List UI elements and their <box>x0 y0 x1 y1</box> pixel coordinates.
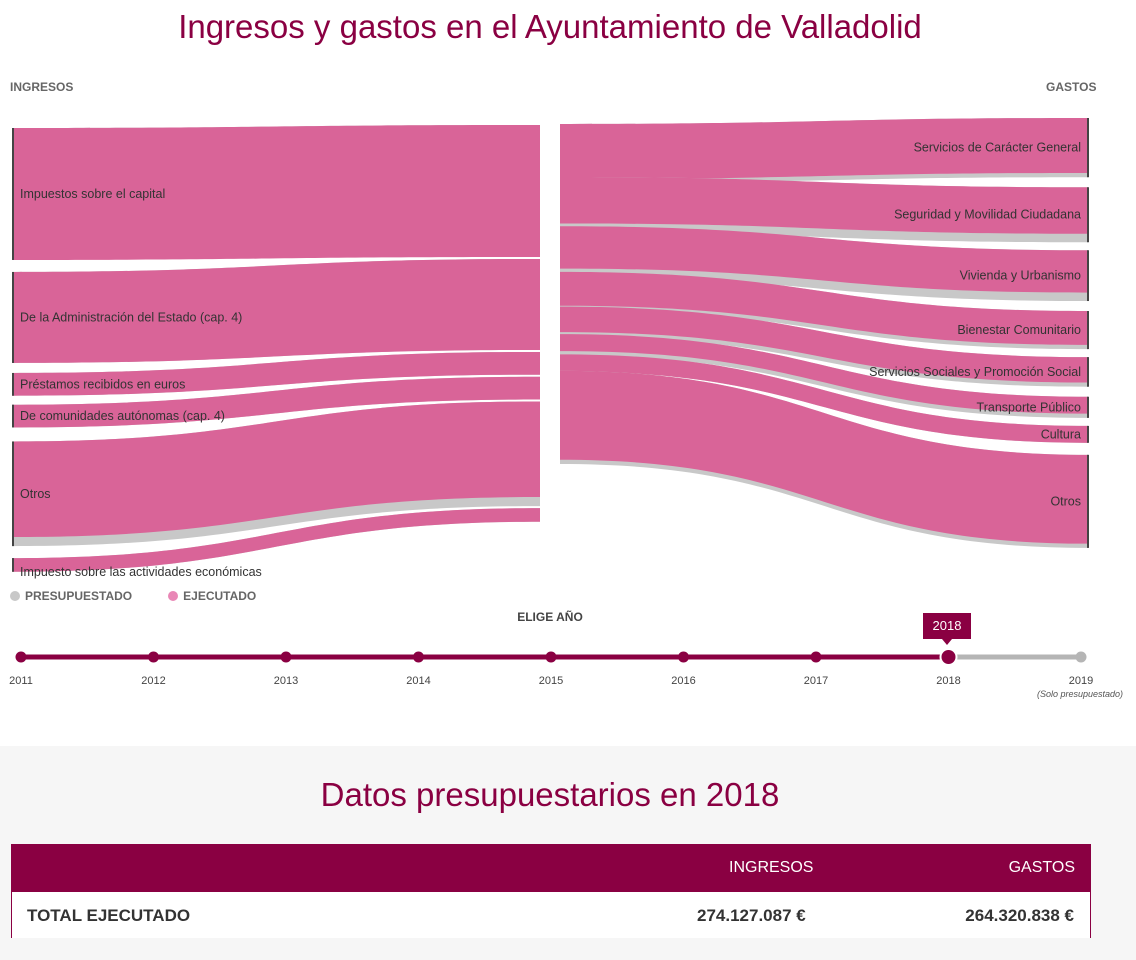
gasto-3-bienestar-comunitario-executed-band <box>560 271 1088 345</box>
total-ingresos-value: 274.127.087 € <box>697 906 806 925</box>
year-label-2019[interactable]: 2019 <box>1068 675 1094 687</box>
ingreso-1-de-la-administracion-del-estado-cap-4-executed-band <box>12 258 540 363</box>
legend-budgeted[interactable]: PRESUPUESTADO <box>10 589 132 603</box>
col-gastos: GASTOS <box>1008 859 1075 876</box>
selected-year-badge: 2018 <box>923 613 971 645</box>
col-ingresos: INGRESOS <box>729 859 814 876</box>
year-dot-2018[interactable] <box>939 648 958 666</box>
ingreso-2-prestamos-recibidos-en-euros-label: Préstamos recibidos en euros <box>20 377 185 391</box>
year-dot-2011[interactable] <box>15 651 27 663</box>
ingreso-2-prestamos-recibidos-en-euros-executed-band <box>12 351 540 396</box>
gasto-2-vivienda-y-urbanismo-executed-band <box>560 226 1088 293</box>
gasto-1-seguridad-y-movilidad-ciudadana-executed-band <box>560 176 1088 234</box>
year-label-2016[interactable]: 2016 <box>671 675 696 687</box>
ingreso-1-de-la-administracion-del-estado-cap-4-node <box>12 271 14 363</box>
year-label-2017[interactable]: 2017 <box>803 675 829 687</box>
summary-panel: Datos presupuestarios en 2018 INGRESOS G… <box>0 746 1136 960</box>
ingreso-2-prestamos-recibidos-en-euros-node <box>12 372 14 396</box>
summary-table-header: INGRESOS GASTOS <box>11 844 1091 892</box>
gasto-4-servicios-sociales-y-promocion-social-executed-band <box>560 306 1088 383</box>
legend-executed-dot-icon <box>168 591 179 601</box>
ingreso-3-de-comunidades-autonomas-cap-4-label: De comunidades autónomas (cap. 4) <box>20 409 225 423</box>
page-title: Ingresos y gastos en el Ayuntamiento de … <box>178 8 922 45</box>
ingreso-4-otros-node <box>12 441 14 547</box>
legend-executed-label: EJECUTADO <box>183 589 257 603</box>
gasto-3-bienestar-comunitario-label: Bienestar Comunitario <box>957 323 1081 337</box>
year-label-2014[interactable]: 2014 <box>406 675 431 687</box>
ingreso-5-impuesto-sobre-las-actividades-economicas-executed-band <box>12 508 540 572</box>
ingreso-5-impuesto-sobre-las-actividades-economicas-node <box>12 558 14 572</box>
gasto-4-servicios-sociales-y-promocion-social-node <box>1087 357 1089 387</box>
year-dot-2017[interactable] <box>810 651 822 663</box>
year-label-2013[interactable]: 2013 <box>273 675 299 687</box>
gasto-6-cultura-label: Cultura <box>1041 427 1081 441</box>
sankey-chart: Impuestos sobre el capital De la Administ… <box>12 118 1089 579</box>
ingreso-0-impuestos-sobre-el-capital-executed-band <box>12 125 540 260</box>
ingreso-0-impuestos-sobre-el-capital-label: Impuestos sobre el capital <box>20 187 165 201</box>
ingreso-1-de-la-administracion-del-estado-cap-4-label: De la Administración del Estado (cap. 4) <box>20 310 242 324</box>
year-2019-note: (Solo presupuestado) <box>1036 689 1124 699</box>
year-label-2015[interactable]: 2015 <box>538 675 564 687</box>
gasto-5-transporte-publico-executed-band <box>560 334 1088 414</box>
gasto-4-servicios-sociales-y-promocion-social-label: Servicios Sociales y Promoción Social <box>869 365 1081 379</box>
legend: PRESUPUESTADO EJECUTADO <box>10 589 256 603</box>
gasto-1-seguridad-y-movilidad-ciudadana-label: Seguridad y Movilidad Ciudadana <box>894 208 1081 222</box>
legend-executed[interactable]: EJECUTADO <box>168 589 256 603</box>
ingreso-5-impuesto-sobre-las-actividades-economicas-label: Impuesto sobre las actividades económica… <box>20 565 262 579</box>
year-selector-heading: ELIGE AÑO <box>517 610 583 624</box>
year-timeline[interactable] <box>0 600 1136 680</box>
summary-title: Datos presupuestarios en 2018 <box>320 776 780 813</box>
gasto-5-transporte-publico-label: Transporte Público <box>977 400 1081 414</box>
summary-table: INGRESOS GASTOS TOTAL EJECUTADO 274.127.… <box>11 844 1091 938</box>
gasto-0-servicios-de-caracter-general-executed-band <box>560 118 1088 180</box>
ingreso-3-de-comunidades-autonomas-cap-4-node <box>12 404 14 428</box>
legend-budgeted-dot-icon <box>10 591 20 601</box>
ingreso-3-de-comunidades-autonomas-cap-4-executed-band <box>12 376 540 428</box>
year-label-2012[interactable]: 2012 <box>141 675 166 687</box>
gasto-2-vivienda-y-urbanismo-label: Vivienda y Urbanismo <box>960 269 1081 283</box>
year-dot-2015[interactable] <box>545 651 557 663</box>
total-gastos-value: 264.320.838 € <box>965 906 1074 925</box>
gastos-heading: GASTOS <box>1046 80 1097 94</box>
ingreso-4-otros-executed-band <box>12 401 540 537</box>
gasto-3-bienestar-comunitario-node <box>1087 311 1089 350</box>
year-dot-2019[interactable] <box>1075 651 1087 663</box>
gasto-0-servicios-de-caracter-general-node <box>1087 118 1089 178</box>
gasto-1-seguridad-y-movilidad-ciudadana-node <box>1087 187 1089 243</box>
gasto-2-vivienda-y-urbanismo-node <box>1087 250 1089 302</box>
legend-budgeted-label: PRESUPUESTADO <box>25 589 133 603</box>
summary-row-total: TOTAL EJECUTADO 274.127.087 € 264.320.83… <box>11 892 1091 938</box>
year-dot-2016[interactable] <box>678 651 689 663</box>
year-label-2011[interactable]: 2011 <box>9 675 33 687</box>
year-label-2018[interactable]: 2018 <box>936 675 961 687</box>
year-dot-2012[interactable] <box>148 651 159 663</box>
ingreso-0-impuestos-sobre-el-capital-node <box>12 128 14 260</box>
gasto-7-otros-label: Otros <box>1050 494 1081 508</box>
gasto-6-cultura-node <box>1087 425 1089 443</box>
gasto-7-otros-node <box>1087 454 1089 548</box>
gasto-5-transporte-publico-node <box>1087 396 1089 418</box>
ingreso-4-otros-label: Otros <box>20 487 51 501</box>
gasto-6-cultura-executed-band <box>560 354 1088 443</box>
gasto-7-otros-executed-band <box>560 370 1088 544</box>
ingresos-heading: INGRESOS <box>10 80 74 94</box>
gasto-0-servicios-de-caracter-general-label: Servicios de Carácter General <box>914 141 1081 155</box>
year-dot-2013[interactable] <box>280 651 292 663</box>
year-dot-2014[interactable] <box>413 651 424 663</box>
row-label: TOTAL EJECUTADO <box>27 906 191 925</box>
